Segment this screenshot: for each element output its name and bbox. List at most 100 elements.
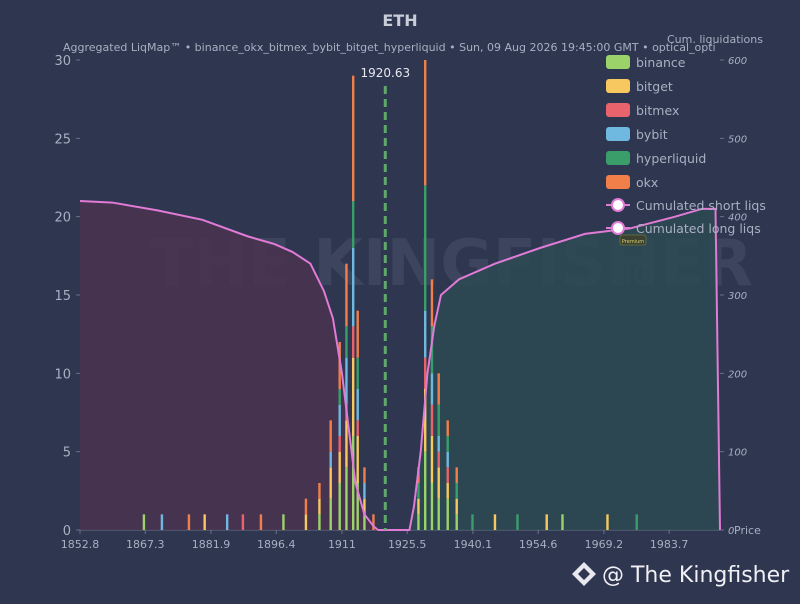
y2-tick-label: 200 (728, 369, 747, 380)
liq-bar (356, 483, 359, 530)
liq-bar (446, 451, 449, 468)
liq-bar (160, 514, 164, 530)
legend-label: Cumulated short liqs (636, 198, 766, 213)
liq-bar (516, 514, 519, 530)
liq-bar (329, 467, 332, 499)
liq-bar (363, 498, 366, 515)
legend-swatch (606, 55, 630, 69)
liq-bar (635, 514, 638, 530)
liq-bar (259, 514, 263, 530)
liq-bar (417, 498, 420, 515)
liq-bar (437, 451, 440, 468)
liq-bar (318, 498, 321, 515)
x-axis-title: Price (734, 524, 761, 537)
liq-bar (430, 483, 434, 530)
cumulative-line (377, 207, 721, 531)
footer: @ The Kingfisher (602, 563, 790, 588)
liq-bar (446, 467, 449, 483)
liq-bar (430, 326, 434, 374)
x-tick-label: 1969.2 (585, 538, 624, 551)
liq-bar (345, 263, 348, 327)
y-tick-label: 25 (54, 132, 71, 147)
liq-bar (430, 404, 434, 436)
liq-bar (225, 514, 229, 530)
liq-bar (424, 389, 427, 452)
liq-bar (338, 451, 341, 483)
liq-bar (561, 514, 564, 530)
liq-bar (424, 310, 427, 358)
liq-bar (351, 248, 355, 327)
y2-tick-label: 300 (728, 291, 747, 302)
liq-bar (446, 436, 449, 452)
liq-bar (187, 514, 191, 530)
liq-bar (318, 483, 321, 499)
liq-bar (356, 310, 359, 358)
legend-label: Cumulated long liqs (636, 221, 761, 236)
legend-label: binance (636, 55, 686, 70)
liq-bar (282, 514, 285, 530)
liq-bar (351, 436, 355, 530)
liq-bar (363, 467, 366, 483)
y2-tick-label: 0 (728, 526, 734, 537)
x-tick-label: 1881.9 (192, 538, 231, 551)
cumulative-area (80, 201, 378, 530)
legend-swatch (606, 79, 630, 93)
y-tick-label: 20 (54, 211, 71, 226)
x-tick-label: 1940.1 (454, 538, 493, 551)
liq-bar (304, 514, 308, 530)
liq-bar (338, 389, 341, 405)
liq-bar (437, 467, 440, 499)
liq-bar (345, 326, 348, 358)
liq-bar (345, 467, 348, 530)
liq-bar (430, 279, 434, 327)
liq-bar (142, 514, 146, 530)
y-tick-label: 30 (54, 54, 71, 69)
liq-bar (455, 483, 458, 499)
legend-marker (611, 221, 625, 235)
liq-bar (545, 514, 548, 530)
y2-tick-label: 400 (728, 213, 747, 224)
legend-label: okx (636, 175, 658, 190)
liq-bar (318, 514, 321, 530)
liq-bar (356, 357, 359, 389)
y2-tick-label: 500 (728, 134, 747, 145)
liq-bar (356, 389, 359, 421)
x-tick-label: 1852.8 (61, 538, 100, 551)
liq-bar (345, 357, 348, 405)
x-tick-label: 1925.5 (388, 538, 427, 551)
legend-swatch (606, 175, 630, 189)
x-tick-label: 1911 (328, 538, 356, 551)
liq-bar (417, 483, 420, 499)
liq-bar (372, 514, 375, 530)
footer-logo (572, 562, 596, 586)
liq-bar (417, 514, 420, 530)
liq-bar (437, 404, 440, 436)
liq-bar (471, 514, 474, 530)
liq-bar (304, 498, 308, 515)
y-tick-label: 5 (63, 446, 71, 461)
chart-title: ETH (382, 11, 417, 30)
liq-bar (437, 498, 440, 530)
liq-bar (338, 404, 341, 436)
legend-swatch (606, 103, 630, 117)
y2-tick-label: 600 (728, 56, 747, 67)
liq-bar (446, 420, 449, 436)
liq-bar (455, 514, 458, 530)
liq-bar (424, 185, 427, 311)
liq-bar (241, 514, 245, 530)
liq-bar (338, 483, 341, 530)
x-tick-label: 1954.6 (519, 538, 558, 551)
liq-bar (329, 498, 332, 530)
liq-bar (356, 436, 359, 483)
x-tick-label: 1896.4 (257, 538, 296, 551)
legend-label: bybit (636, 127, 668, 142)
liq-bar (455, 498, 458, 515)
y2-tick-label: 100 (728, 448, 747, 459)
liq-bar (351, 326, 355, 358)
y-tick-label: 0 (63, 524, 71, 539)
current-price-label: 1920.63 (360, 66, 410, 80)
liq-bar (356, 420, 359, 436)
liq-bar (351, 75, 355, 201)
subtitle: Aggregated LiqMap™ • binance_okx_bitmex_… (63, 41, 716, 54)
